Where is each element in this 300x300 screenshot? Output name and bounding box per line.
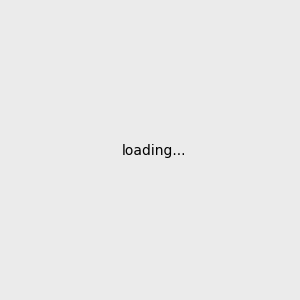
Text: loading...: loading...: [122, 145, 186, 158]
